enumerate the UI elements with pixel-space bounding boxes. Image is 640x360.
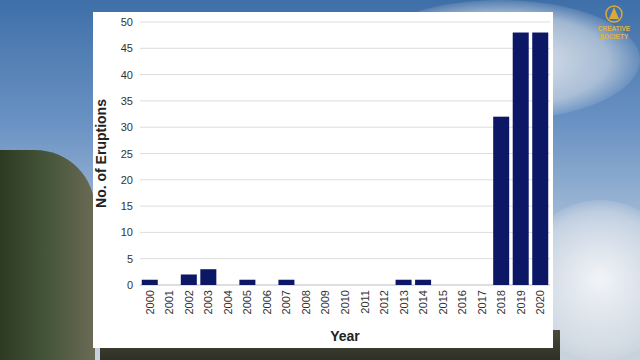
x-tick-label: 2011 (359, 290, 371, 314)
bar (239, 280, 255, 285)
x-tick-label: 2003 (202, 290, 214, 314)
bar (142, 280, 158, 285)
logo-icon (606, 6, 622, 22)
x-tick-label: 2014 (417, 290, 429, 314)
bar (376, 285, 392, 286)
bar (200, 269, 216, 285)
x-tick-label: 2013 (398, 290, 410, 314)
bar (220, 285, 236, 286)
bar (396, 280, 412, 285)
grid-line (140, 206, 550, 207)
y-tick-label: 35 (121, 95, 133, 107)
bars (142, 33, 548, 285)
y-tick-label: 20 (121, 174, 133, 186)
x-tick-label: 2004 (222, 290, 234, 314)
grid-line (140, 258, 550, 259)
x-tick-label: 2019 (515, 290, 527, 314)
x-tick-label: 2012 (378, 290, 390, 314)
x-axis-title: Year (330, 328, 360, 344)
grid-line (140, 22, 550, 23)
grid-line (140, 232, 550, 233)
bar (298, 285, 314, 286)
grid-line (140, 127, 550, 128)
y-tick-label: 10 (121, 226, 133, 238)
y-tick-label: 50 (121, 16, 133, 28)
x-tick-label: 2005 (241, 290, 253, 314)
x-tick-label: 2008 (300, 290, 312, 314)
bar (435, 285, 451, 286)
x-tick-label: 2006 (261, 290, 273, 314)
bar (513, 33, 529, 285)
x-tick-label: 2017 (476, 290, 488, 314)
x-tick-label: 2001 (163, 290, 175, 314)
bar (474, 285, 490, 286)
logo-text: CREATIVE (598, 25, 631, 32)
x-tick-label: 2015 (437, 290, 449, 314)
bar (161, 285, 177, 286)
logo-text: SOCIETY (600, 33, 629, 40)
bar (532, 33, 548, 285)
grid-line (140, 48, 550, 49)
y-tick-label: 30 (121, 121, 133, 133)
bar (454, 285, 470, 286)
x-tick-label: 2010 (339, 290, 351, 314)
bar (317, 285, 333, 286)
bar (493, 117, 509, 285)
bar (278, 280, 294, 285)
y-tick-label: 15 (121, 200, 133, 212)
grid-line (140, 179, 550, 180)
y-tick-label: 0 (127, 279, 133, 291)
chart: 0 5 10 15 20 25 30 35 40 45 50 2000 2001 2002 2003 2004… (0, 0, 640, 360)
logo-icon (609, 7, 619, 19)
bar (337, 285, 353, 286)
x-tick-label: 2002 (183, 290, 195, 314)
y-tick-label: 5 (127, 253, 133, 265)
x-tick-label: 2016 (456, 290, 468, 314)
trees (0, 150, 95, 360)
bar (415, 280, 431, 285)
grid-line (140, 153, 550, 154)
y-tick-label: 25 (121, 148, 133, 160)
bar (357, 285, 373, 286)
x-tick-label: 2000 (144, 290, 156, 314)
grid-line (140, 100, 550, 101)
x-tick-label: 2009 (319, 290, 331, 314)
y-tick-label: 40 (121, 69, 133, 81)
bar (259, 285, 275, 286)
x-tick-label: 2007 (280, 290, 292, 314)
x-tick-label: 2020 (534, 290, 546, 314)
y-axis-title: No. of Eruptions (93, 99, 109, 208)
grid-line (140, 74, 550, 75)
bar (181, 274, 197, 285)
y-tick-label: 45 (121, 42, 133, 54)
x-tick-label: 2018 (495, 290, 507, 314)
